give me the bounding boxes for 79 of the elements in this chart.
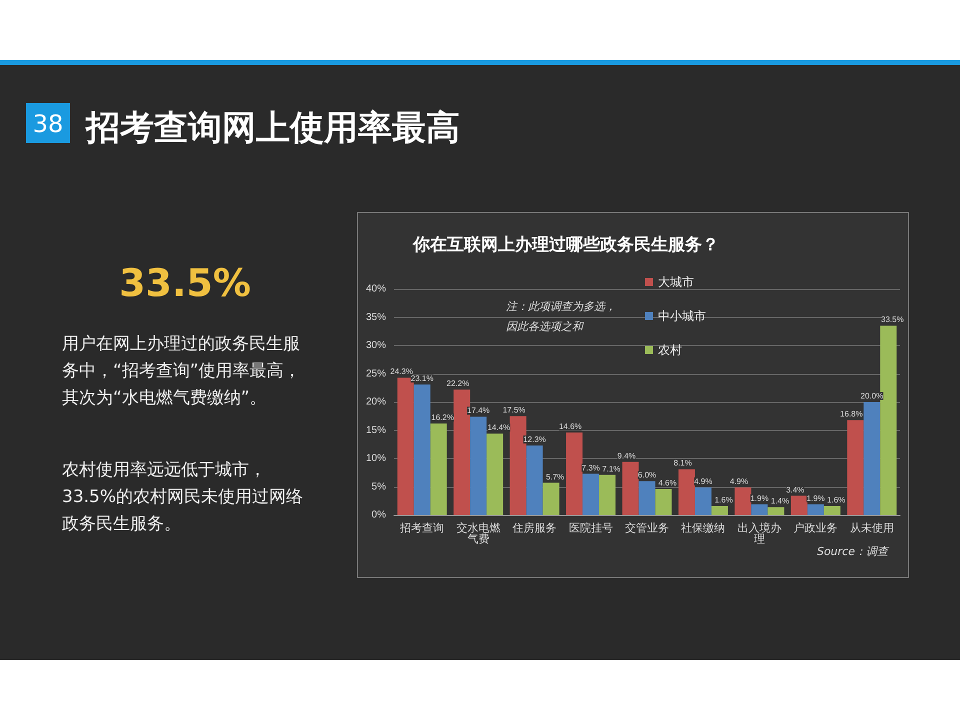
data-label: 6.0% <box>638 470 656 480</box>
bar <box>847 420 864 515</box>
bar <box>526 446 543 515</box>
bar <box>414 384 430 515</box>
bar <box>582 474 600 515</box>
data-label: 1.4% <box>770 496 790 506</box>
bar <box>566 432 583 515</box>
data-label: 8.1% <box>674 458 692 468</box>
bar <box>638 481 656 515</box>
data-label: 17.4% <box>466 406 490 416</box>
data-label: 23.1% <box>410 374 434 383</box>
data-label: 4.9% <box>730 476 748 486</box>
data-label: 4.9% <box>694 476 712 486</box>
data-label: 1.6% <box>827 495 846 504</box>
bar <box>734 487 752 515</box>
data-label: 1.9% <box>806 494 825 503</box>
data-label: 22.2% <box>446 379 470 388</box>
data-label: 4.6% <box>658 478 677 488</box>
bar <box>751 504 768 515</box>
text: 38 <box>26 103 70 143</box>
annotation: 注：此项调查为多选，因此各选项之和 <box>506 299 617 335</box>
data-label: 7.1% <box>602 464 620 474</box>
text: 农村使用率远远低于城市，33.5%的农村网民未使用过网络政务民生服务。 <box>62 459 304 536</box>
bar <box>824 506 840 515</box>
source-note: Source：调查 <box>816 544 888 559</box>
data-label: 33.5% <box>881 315 904 324</box>
text: 33.5% <box>118 261 252 305</box>
y-tick-label: 10% <box>366 453 386 464</box>
y-tick-label: 0% <box>372 510 386 520</box>
legend-label: 农村 <box>658 343 682 357</box>
bar <box>711 506 728 515</box>
data-label: 24.3% <box>390 367 413 376</box>
bar <box>599 474 616 515</box>
y-tick-label: 35% <box>366 312 386 323</box>
x-tick-label: 住房服务 <box>512 522 557 534</box>
y-tick-label: 5% <box>372 481 386 492</box>
bar <box>622 462 639 515</box>
data-label: 17.5% <box>502 406 526 415</box>
data-label: 5.7% <box>546 472 564 482</box>
data-label: 1.9% <box>750 494 769 503</box>
legend-label: 中小城市 <box>658 309 706 323</box>
data-label: 14.6% <box>558 422 582 432</box>
x-tick-label: 社保缴纳 <box>681 522 726 534</box>
x-tick-label: 医院挂号 <box>568 522 613 534</box>
bar <box>470 416 487 515</box>
bar <box>678 469 695 515</box>
data-label: 16.8% <box>840 410 863 419</box>
y-tick-label: 15% <box>366 424 386 436</box>
bar <box>542 482 560 515</box>
data-label: 16.2% <box>431 412 454 422</box>
chart-subtitle: 你在互联网上办理过哪些政务民生服务？ <box>412 235 719 254</box>
x-tick-label: 从未使用 <box>850 522 894 534</box>
y-tick-label: 40% <box>366 284 386 294</box>
bar <box>655 489 672 515</box>
y-tick-label: 20% <box>366 396 386 408</box>
x-tick-label: 户政业务 <box>794 522 838 534</box>
data-label: 1.6% <box>714 495 733 504</box>
bar <box>768 507 784 515</box>
bar <box>486 434 504 515</box>
bar <box>694 487 712 515</box>
data-label: 3.4% <box>786 485 804 494</box>
text: 用户在网上办理过的政务民生服务中，“招考查询”使用率最高，其次为“水电燃气费缴纳”。 <box>62 333 302 410</box>
x-tick-label: 交水电燃气费 <box>456 522 500 546</box>
bar <box>807 504 824 515</box>
bar <box>430 423 447 515</box>
x-tick-label: 出入境办理 <box>737 522 782 546</box>
bar <box>790 496 808 515</box>
legend-label: 大城市 <box>658 275 694 289</box>
data-label: 9.4% <box>617 451 636 460</box>
data-label: 12.3% <box>523 435 546 444</box>
y-tick-label: 25% <box>366 368 386 380</box>
x-tick-label: 交管业务 <box>625 522 669 534</box>
bar <box>864 402 880 515</box>
x-tick-label: 招考查询 <box>399 522 444 534</box>
data-label: 20.0% <box>860 392 884 400</box>
data-label: 14.4% <box>487 423 510 432</box>
chart-title: 招考查询网上使用率最高 <box>86 107 460 150</box>
data-label: 7.3% <box>582 463 600 472</box>
y-tick-label: 30% <box>366 340 386 351</box>
